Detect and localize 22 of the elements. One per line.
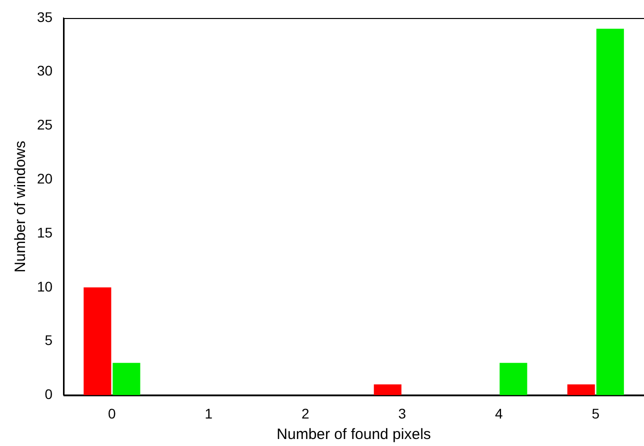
x-axis-title: Number of found pixels [276, 426, 431, 444]
x-tick-label: 5 [592, 405, 600, 422]
bar [374, 384, 402, 396]
y-tick-label: 35 [36, 8, 53, 25]
y-tick-label: 25 [36, 116, 53, 133]
bar [567, 384, 595, 396]
x-tick-label: 0 [108, 405, 116, 422]
y-tick-label: 30 [36, 62, 53, 79]
bar [112, 362, 140, 396]
bar [500, 362, 528, 396]
x-tick-label: 3 [398, 405, 406, 422]
bar [596, 28, 624, 396]
y-tick-label: 0 [44, 386, 53, 402]
y-tick-label: 5 [44, 332, 53, 348]
x-tick-label: 1 [204, 405, 213, 422]
bar [84, 287, 112, 396]
y-tick-label: 20 [36, 170, 53, 187]
y-axis-title: Number of windows [12, 140, 30, 272]
x-tick-label: 2 [302, 405, 310, 422]
x-tick-label: 4 [494, 405, 503, 422]
y-tick-label: 10 [36, 278, 53, 294]
y-tick-label: 15 [36, 224, 53, 240]
